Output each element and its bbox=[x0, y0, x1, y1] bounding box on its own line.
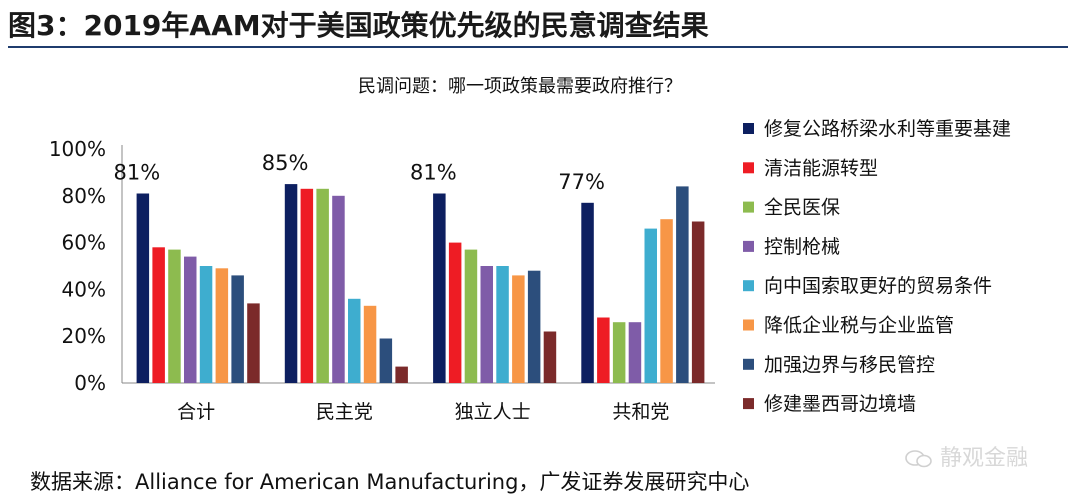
legend-label: 清洁能源转型 bbox=[764, 157, 878, 179]
y-tick-label: 100% bbox=[49, 137, 106, 161]
legend-label: 向中国索取更好的贸易条件 bbox=[764, 275, 992, 297]
bar bbox=[395, 366, 408, 383]
watermark: 静观金融 bbox=[905, 440, 1028, 472]
bar bbox=[612, 322, 626, 383]
bar bbox=[527, 270, 541, 383]
data-label: 85% bbox=[262, 151, 309, 175]
bar bbox=[199, 266, 213, 383]
bar bbox=[363, 305, 377, 383]
legend-swatch bbox=[743, 201, 754, 213]
bar bbox=[691, 221, 705, 383]
legend-label: 控制枪械 bbox=[764, 236, 840, 258]
x-category-label: 民主党 bbox=[316, 401, 373, 423]
figure-title: 图3：2019年AAM对于美国政策优先级的民意调查结果 bbox=[8, 9, 709, 42]
bar bbox=[464, 249, 478, 383]
bar bbox=[543, 331, 557, 383]
bar bbox=[480, 266, 493, 383]
x-category-label: 独立人士 bbox=[455, 401, 531, 423]
bar bbox=[300, 188, 314, 383]
bar bbox=[448, 242, 462, 383]
legend-swatch bbox=[743, 162, 754, 174]
y-tick-label: 20% bbox=[62, 324, 106, 348]
chart-title: 民调问题：哪一项政策最需要政府推行？ bbox=[358, 76, 682, 97]
legend-label: 修复公路桥梁水利等重要基建 bbox=[764, 118, 1011, 140]
bar bbox=[660, 219, 673, 383]
y-tick-label: 60% bbox=[62, 231, 106, 255]
legend-label: 全民医保 bbox=[764, 197, 840, 219]
legend-label: 降低企业税与企业监管 bbox=[764, 315, 954, 337]
bar bbox=[676, 186, 689, 383]
bar bbox=[231, 275, 244, 383]
bar bbox=[597, 317, 610, 383]
bar bbox=[512, 275, 525, 383]
bar bbox=[581, 202, 594, 383]
bar bbox=[136, 193, 150, 383]
x-category-label: 合计 bbox=[177, 401, 215, 423]
bar bbox=[628, 322, 642, 383]
watermark-text: 静观金融 bbox=[940, 446, 1029, 471]
legend-label: 修建墨西哥边境墙 bbox=[764, 393, 916, 415]
bar bbox=[379, 338, 393, 383]
bar bbox=[215, 268, 229, 383]
bar bbox=[644, 228, 657, 383]
data-label: 81% bbox=[113, 160, 160, 184]
y-tick-label: 40% bbox=[62, 277, 106, 301]
legend-swatch bbox=[743, 398, 754, 410]
bar bbox=[184, 256, 197, 383]
bar bbox=[332, 195, 345, 383]
bar bbox=[152, 247, 165, 383]
bar bbox=[168, 249, 181, 383]
wechat-icon bbox=[905, 450, 932, 468]
title-divider bbox=[8, 46, 1068, 48]
legend-label: 加强边界与移民管控 bbox=[764, 354, 935, 376]
bar bbox=[496, 266, 509, 383]
legend-swatch bbox=[743, 123, 754, 134]
x-category-label: 共和党 bbox=[612, 401, 669, 423]
y-tick-label: 80% bbox=[62, 184, 106, 208]
bar bbox=[247, 303, 260, 383]
y-tick-label: 0% bbox=[74, 371, 106, 395]
data-label: 77% bbox=[558, 170, 605, 194]
bar-chart: 民调问题：哪一项政策最需要政府推行？ 0% 20% 40% 60% 80% 100% 合计 81… bbox=[49, 76, 1011, 423]
bar bbox=[284, 184, 298, 383]
bar bbox=[433, 193, 446, 383]
source-note: 数据来源：Alliance for American Manufacturing… bbox=[30, 470, 750, 494]
legend-swatch bbox=[743, 280, 754, 292]
legend-swatch bbox=[743, 358, 754, 370]
bar bbox=[348, 298, 361, 383]
legend-swatch bbox=[743, 240, 754, 252]
data-label: 81% bbox=[410, 160, 457, 184]
bar bbox=[316, 188, 329, 383]
legend-swatch bbox=[743, 319, 754, 331]
